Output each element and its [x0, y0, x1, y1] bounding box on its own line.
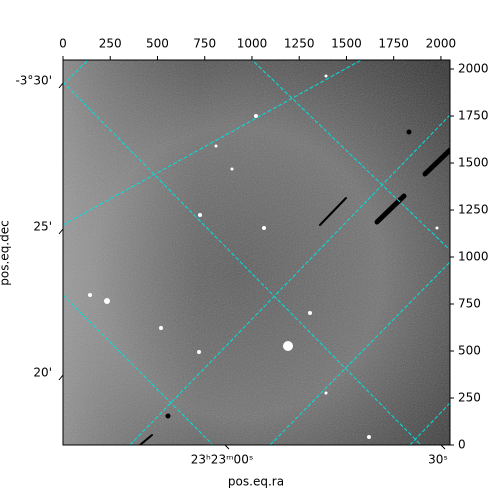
dec-tick-label: 20' — [33, 366, 52, 380]
dec-tick — [58, 82, 64, 89]
y-tick-label: 1000 — [458, 250, 489, 264]
dec-tick — [58, 228, 64, 235]
y-tick-label: 750 — [458, 297, 481, 311]
dec-tick — [58, 374, 64, 381]
wcs-grid-line — [251, 60, 450, 251]
x-tick-label: 1000 — [237, 37, 268, 51]
ra-tick-label: 23ʰ23ᵐ00ˢ — [191, 453, 254, 467]
y-tick-label: 500 — [458, 344, 481, 358]
y-tick-label: 1250 — [458, 203, 489, 217]
x-tick-label: 2000 — [426, 37, 457, 51]
x-tick-label: 0 — [59, 37, 67, 51]
wcs-grid-line — [63, 81, 422, 445]
ra-tick-label: 30ˢ — [428, 453, 448, 467]
wcs-grid-line — [63, 294, 214, 445]
ra-tick — [440, 444, 446, 450]
y-tick-label: 1750 — [458, 109, 489, 123]
x-tick-label: 1750 — [378, 37, 409, 51]
wcs-grid-line — [409, 402, 450, 445]
x-tick-label: 1500 — [331, 37, 362, 51]
x-axis-label: pos.eq.ra — [228, 475, 284, 489]
ra-tick — [224, 444, 230, 450]
wcs-grid-line — [129, 114, 450, 445]
frame — [62, 59, 451, 446]
x-tick-label: 750 — [193, 37, 216, 51]
x-tick-label: 500 — [146, 37, 169, 51]
y-axis-label: pos.eq.dec — [0, 220, 12, 285]
wcs-grid-line — [63, 60, 89, 86]
x-tick-label: 250 — [99, 37, 122, 51]
y-tick-label: 1500 — [458, 156, 489, 170]
wcs-grid-line — [63, 60, 363, 226]
image — [63, 60, 450, 445]
y-tick-label: 2000 — [458, 62, 489, 76]
y-tick-label: 0 — [458, 438, 466, 452]
dec-tick-label: -3°30' — [15, 74, 52, 88]
dec-tick-label: 25' — [33, 220, 52, 234]
y-tick-label: 250 — [458, 391, 481, 405]
wcs-grid-line — [269, 261, 450, 445]
x-tick-label: 1250 — [284, 37, 315, 51]
